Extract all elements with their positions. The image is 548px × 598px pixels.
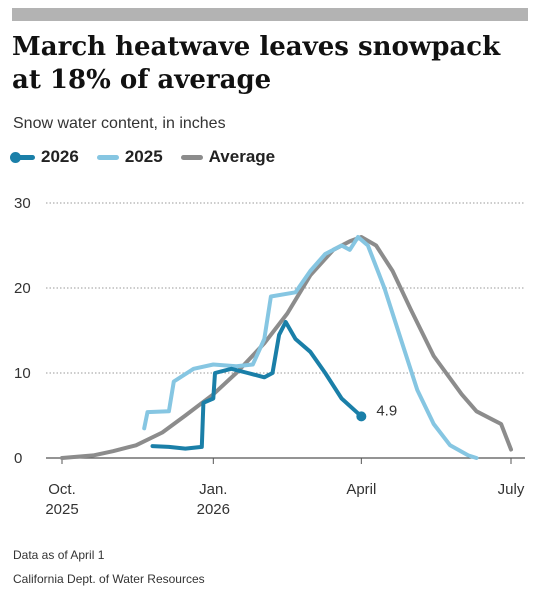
y-tick-label-20: 20 xyxy=(14,280,31,297)
legend: 2026 2025 Average xyxy=(10,147,293,167)
legend-label-average: Average xyxy=(208,147,276,166)
legend-label-2025: 2025 xyxy=(124,147,163,166)
legend-item-2025: 2025 xyxy=(96,147,163,167)
series-line-2026 xyxy=(150,320,364,451)
footnote-data-date: Data as of April 1 xyxy=(13,548,105,562)
end-label-2026: 4.9 xyxy=(376,402,397,419)
series-line-2025 xyxy=(142,235,479,460)
x-tick-label-3: July xyxy=(498,481,525,498)
chart-title: March heatwave leaves snowpack at 18% of… xyxy=(12,32,501,95)
x-tick-label-2: April xyxy=(346,481,376,498)
x-tick-label-0: Oct. xyxy=(48,481,76,498)
y-tick-label-30: 30 xyxy=(14,195,31,212)
footnote-source: California Dept. of Water Resources xyxy=(13,572,205,586)
legend-swatch-2025 xyxy=(96,154,119,160)
y-tick-label-0: 0 xyxy=(14,450,22,467)
legend-label-2026: 2026 xyxy=(41,147,79,166)
x-tick-label-1: Jan. xyxy=(199,481,227,498)
header-bar xyxy=(12,8,528,21)
snowpack-line-chart: 0 10 20 30 Oct. 2025 Jan. 2026 April July 4.9 xyxy=(14,195,525,518)
legend-item-average: Average xyxy=(180,147,276,167)
chart-subtitle: Snow water content, in inches xyxy=(13,115,226,132)
legend-swatch-2026 xyxy=(10,151,35,163)
end-point-2026 xyxy=(356,411,367,422)
legend-item-2026: 2026 xyxy=(10,147,79,167)
x-tick-sublabel-0: 2025 xyxy=(45,501,78,518)
y-tick-label-10: 10 xyxy=(14,365,31,382)
x-tick-sublabel-1: 2026 xyxy=(197,501,230,518)
series-line-average xyxy=(60,235,513,460)
legend-swatch-average xyxy=(180,154,203,160)
